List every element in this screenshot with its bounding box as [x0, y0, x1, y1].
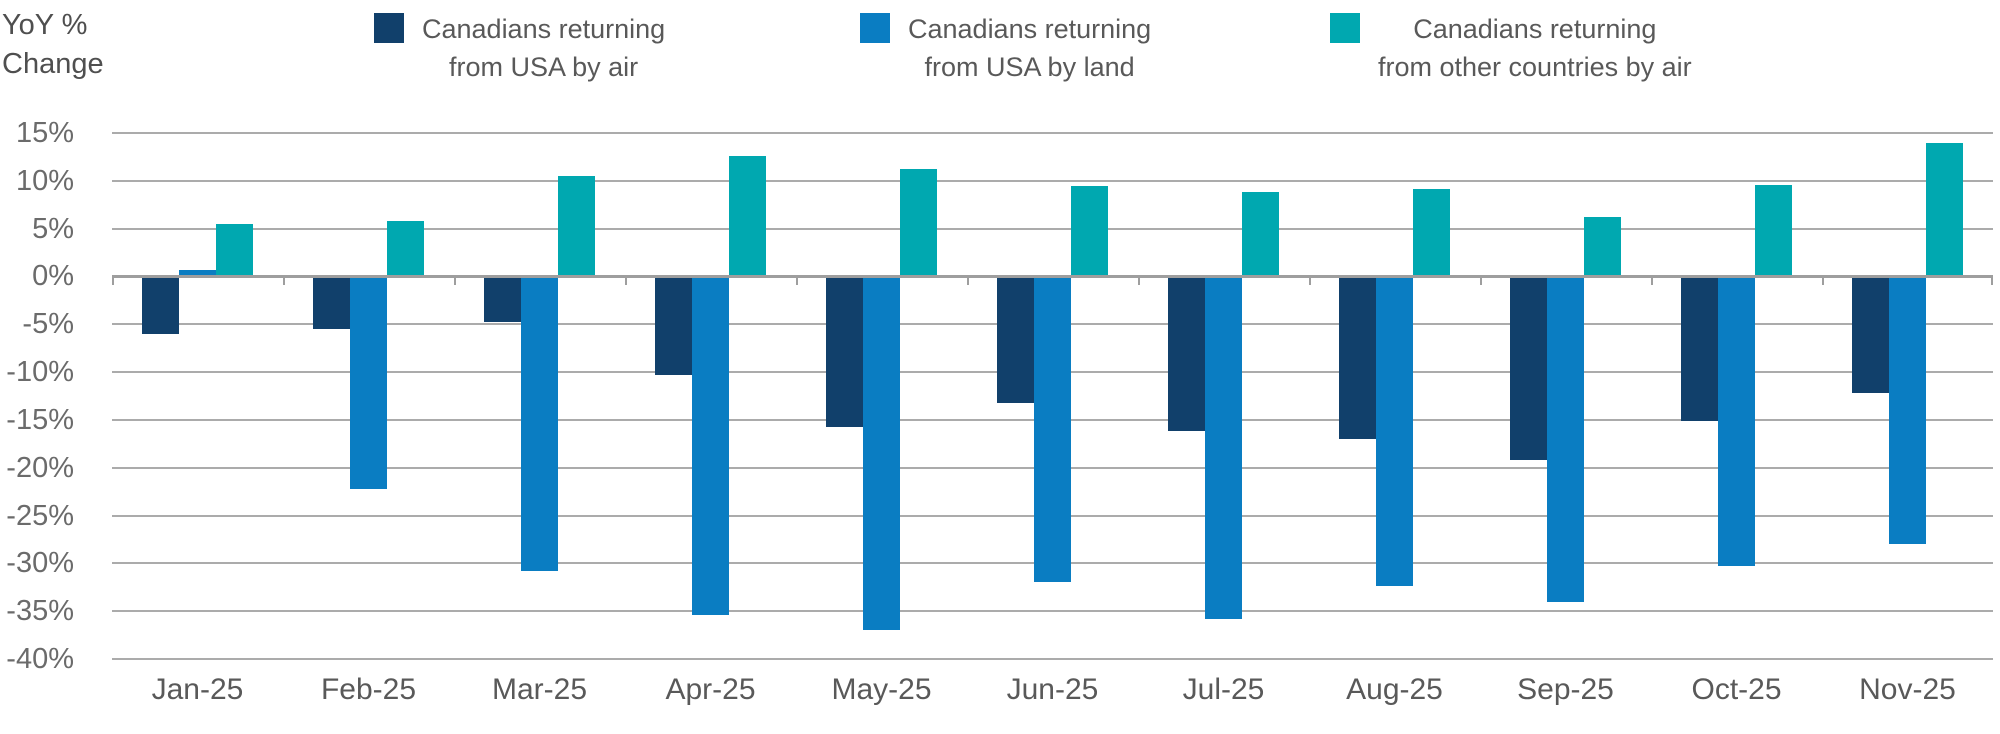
x-tick-label: Apr-25 [665, 673, 756, 706]
y-tick-label: -10% [6, 356, 74, 389]
bar-Feb-25-series3 [387, 220, 424, 277]
bar-Feb-25-series2 [350, 276, 387, 489]
bar-Apr-25-series2 [692, 276, 729, 615]
y-tick-label: -5% [22, 308, 74, 341]
legend-item: Canadians returning from USA by air [374, 10, 665, 86]
legend-label: Canadians returning from other countries… [1378, 14, 1692, 82]
bar-Jan-25-series2 [179, 269, 216, 277]
y-tick-label: 10% [15, 164, 74, 197]
axis-tick [1138, 276, 1140, 286]
zero-axis-line [112, 275, 1993, 279]
y-axis-title: YoY % Change [2, 9, 104, 80]
bar-Mar-25-series3 [558, 176, 595, 277]
x-tick-label: Feb-25 [320, 673, 417, 706]
legend-label: Canadians returning from USA by air [422, 14, 666, 82]
bar-Jan-25-series3 [216, 223, 253, 277]
bar-May-25-series3 [900, 169, 937, 277]
y-tick-label: -20% [6, 451, 74, 484]
axis-tick [796, 276, 798, 286]
bar-Sep-25-series2 [1547, 276, 1584, 602]
bar-May-25-series2 [863, 276, 900, 631]
bar-Jun-25-series2 [1034, 276, 1071, 583]
axis-tick [1480, 276, 1482, 286]
axis-tick [625, 276, 627, 286]
y-tick-label: 15% [15, 117, 74, 149]
axis-tick [1309, 276, 1311, 286]
x-tick-label: Jun-25 [1006, 673, 1099, 706]
bar-Jun-25-series1 [997, 276, 1034, 403]
gridline [112, 132, 1993, 134]
axis-tick [454, 276, 456, 286]
x-tick-label: May-25 [831, 673, 932, 706]
y-tick-label: -25% [6, 499, 74, 532]
bar-May-25-series1 [826, 276, 863, 427]
bar-Oct-25-series3 [1755, 184, 1792, 277]
x-tick-label: Mar-25 [491, 673, 588, 706]
bar-Sep-25-series3 [1584, 217, 1621, 277]
gridline [112, 610, 1993, 613]
bar-Nov-25-series3 [1926, 142, 1963, 277]
y-tick-label: -15% [6, 403, 74, 436]
y-tick-label: -40% [6, 643, 74, 675]
x-tick-label: Nov-25 [1859, 673, 1956, 706]
legend-swatch [374, 13, 404, 43]
bar-Aug-25-series2 [1376, 276, 1413, 587]
bar-Feb-25-series1 [313, 276, 350, 330]
bar-Nov-25-series2 [1889, 276, 1926, 545]
bar-Aug-25-series1 [1339, 276, 1376, 440]
axis-tick [1822, 276, 1824, 286]
bar-Jul-25-series3 [1242, 192, 1279, 277]
y-tick-label: 5% [32, 212, 74, 245]
bar-Jul-25-series2 [1205, 276, 1242, 619]
bar-Apr-25-series3 [729, 155, 766, 277]
bar-Mar-25-series1 [484, 276, 521, 323]
bar-Aug-25-series3 [1413, 189, 1450, 277]
y-tick-label: 0% [32, 260, 74, 293]
legend-swatch [860, 13, 890, 43]
axis-tick [283, 276, 285, 286]
gridline [112, 179, 1993, 182]
x-tick-label: Sep-25 [1517, 673, 1614, 706]
bar-Oct-25-series1 [1681, 276, 1718, 421]
axis-tick [1991, 276, 1993, 286]
bar-Nov-25-series1 [1852, 276, 1889, 394]
bar-Jul-25-series1 [1168, 276, 1205, 432]
x-tick-label: Aug-25 [1346, 673, 1443, 706]
gridline [112, 658, 1993, 660]
bar-Jun-25-series3 [1071, 185, 1108, 277]
y-tick-label: -35% [6, 595, 74, 628]
bar-Oct-25-series2 [1718, 276, 1755, 567]
x-tick-label: Oct-25 [1691, 673, 1782, 706]
x-tick-label: Jan-25 [151, 673, 244, 706]
bar-Apr-25-series1 [655, 276, 692, 375]
legend-item: Canadians returning from USA by land [860, 10, 1151, 86]
y-tick-label: -30% [6, 547, 74, 580]
gridline [112, 227, 1993, 230]
x-tick-label: Jul-25 [1182, 673, 1265, 706]
bar-Sep-25-series1 [1510, 276, 1547, 461]
axis-tick [1651, 276, 1653, 286]
legend-swatch [1330, 13, 1360, 43]
bar-Jan-25-series1 [142, 276, 179, 334]
bar-Mar-25-series2 [521, 276, 558, 571]
axis-tick [967, 276, 969, 286]
legend-label: Canadians returning from USA by land [908, 14, 1152, 82]
axis-tick [112, 276, 114, 286]
legend-item: Canadians returning from other countries… [1330, 10, 1692, 86]
plot-area [112, 132, 1993, 660]
